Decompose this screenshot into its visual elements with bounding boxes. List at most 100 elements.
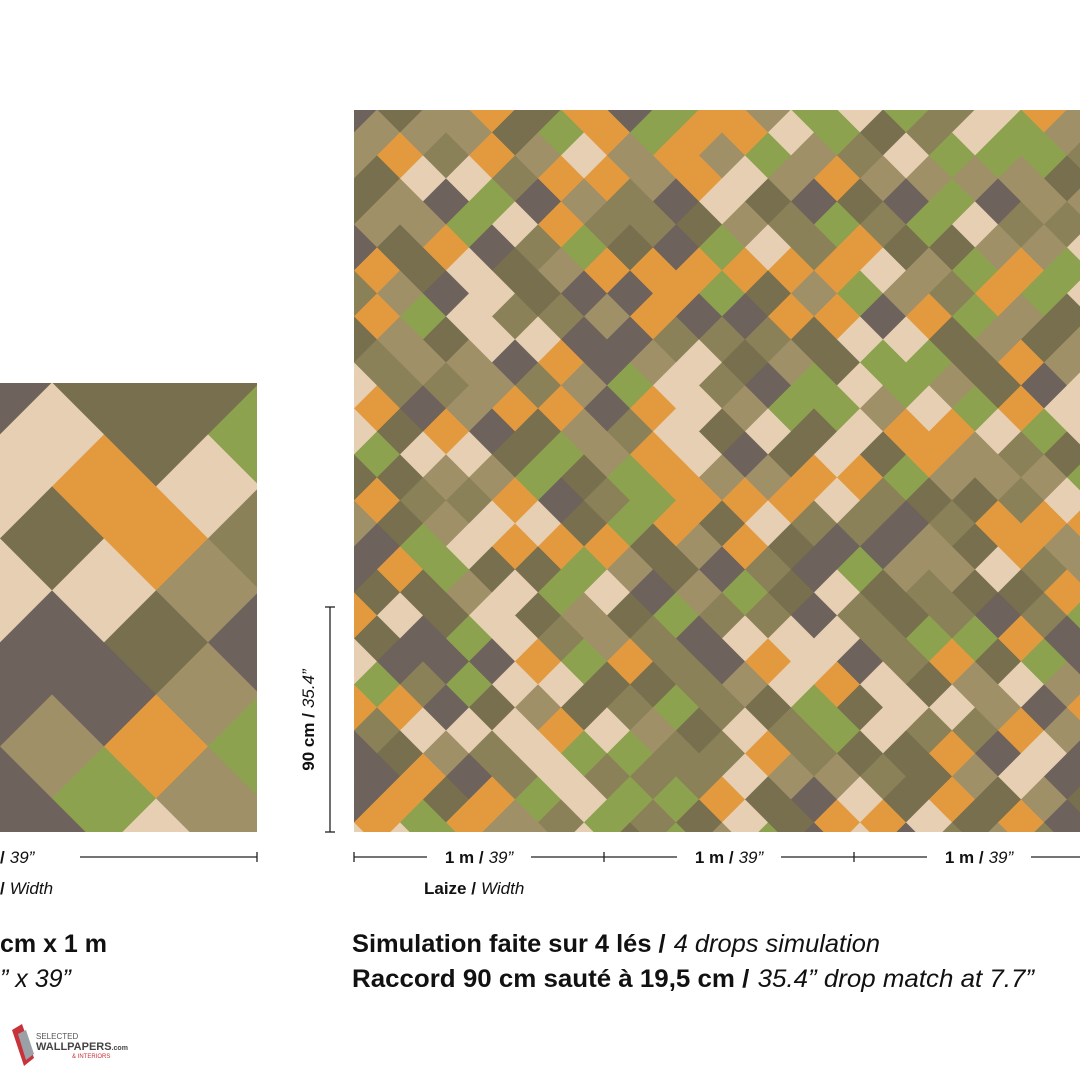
tile [1066, 464, 1080, 492]
tile [1043, 293, 1080, 341]
tile [629, 110, 677, 157]
width-dim: 1 m / 39” [945, 848, 1015, 867]
tile [804, 822, 824, 832]
caption: Raccord 90 cm sauté à 19,5 cm / 35.4” dro… [352, 965, 1036, 993]
tile [1043, 845, 1080, 892]
width-dim: / 39” [0, 848, 36, 867]
width-dim: 1 m / 39” [695, 848, 765, 867]
tile [122, 798, 190, 832]
tile [354, 684, 378, 732]
tile [1020, 132, 1068, 180]
tile [207, 697, 257, 797]
tile [790, 110, 792, 111]
tile [1066, 556, 1080, 584]
tile [1066, 372, 1080, 400]
tile [1043, 155, 1080, 203]
tile [928, 110, 930, 111]
tile [1043, 569, 1080, 617]
tile [353, 845, 400, 892]
tile [537, 845, 584, 892]
tile [284, 546, 331, 593]
logo-text: SELECTED [36, 1032, 78, 1041]
tile [1043, 477, 1080, 525]
tile [1020, 546, 1068, 594]
tile [284, 454, 331, 501]
tile [560, 110, 562, 111]
tile [1066, 740, 1080, 768]
tile [0, 746, 53, 832]
tile [698, 110, 746, 134]
logo-main: WALLPAPERS [36, 1041, 112, 1053]
tile [583, 845, 630, 892]
tile [1043, 799, 1080, 832]
tile [997, 799, 1045, 832]
tile [1034, 822, 1054, 832]
tile [0, 642, 53, 748]
tile [974, 110, 976, 111]
tile [1043, 431, 1080, 479]
tile [1066, 602, 1080, 630]
tile [767, 845, 814, 892]
tile [629, 799, 677, 832]
tile [896, 822, 916, 832]
tile [422, 110, 424, 111]
tile [284, 822, 331, 869]
tile [1020, 270, 1068, 318]
caption: Simulation faite sur 4 lés / 4 drops simu… [352, 930, 880, 958]
tile [1043, 615, 1080, 663]
width-dim: 1 m / 39” [445, 848, 515, 867]
tile [528, 822, 548, 832]
tile [620, 822, 640, 832]
tile [18, 798, 86, 832]
tile [712, 822, 732, 832]
tile [629, 845, 676, 892]
tile [259, 330, 364, 435]
tile [155, 383, 157, 384]
tile [399, 799, 447, 832]
logo-icon [18, 1030, 34, 1060]
tile [354, 546, 355, 548]
tile [1066, 326, 1080, 354]
tile [537, 110, 585, 157]
tile [354, 776, 378, 824]
tile [1066, 694, 1080, 722]
tile [1020, 776, 1068, 824]
tile [1020, 110, 1022, 111]
tile [491, 799, 539, 832]
tile [284, 362, 331, 409]
tile [1020, 730, 1068, 778]
tile [284, 86, 331, 133]
tile [652, 110, 700, 134]
tile [354, 822, 355, 824]
tile [583, 110, 631, 157]
tile [354, 316, 378, 364]
tile [284, 316, 331, 363]
tile [666, 822, 686, 832]
tile [758, 822, 778, 832]
tile [1043, 339, 1080, 387]
tile [284, 500, 331, 547]
tile [436, 822, 456, 832]
tile [354, 178, 378, 226]
laize: / Width [0, 879, 53, 898]
tile [354, 638, 355, 640]
tile [859, 845, 906, 892]
tile [1043, 110, 1080, 157]
tile [491, 110, 539, 157]
tile [1066, 280, 1080, 308]
tile [376, 110, 378, 111]
dim-bold: 1 m / [695, 848, 734, 867]
tile [155, 642, 257, 748]
tile [1043, 753, 1080, 801]
tile [1066, 234, 1080, 262]
tile [0, 278, 1, 383]
tile [988, 822, 1008, 832]
tile [207, 385, 257, 485]
tile [1020, 592, 1068, 640]
tile [951, 799, 999, 832]
tile [354, 799, 401, 832]
tile [259, 850, 364, 955]
tile [354, 500, 355, 502]
tile [376, 110, 424, 134]
tile [1043, 523, 1080, 571]
